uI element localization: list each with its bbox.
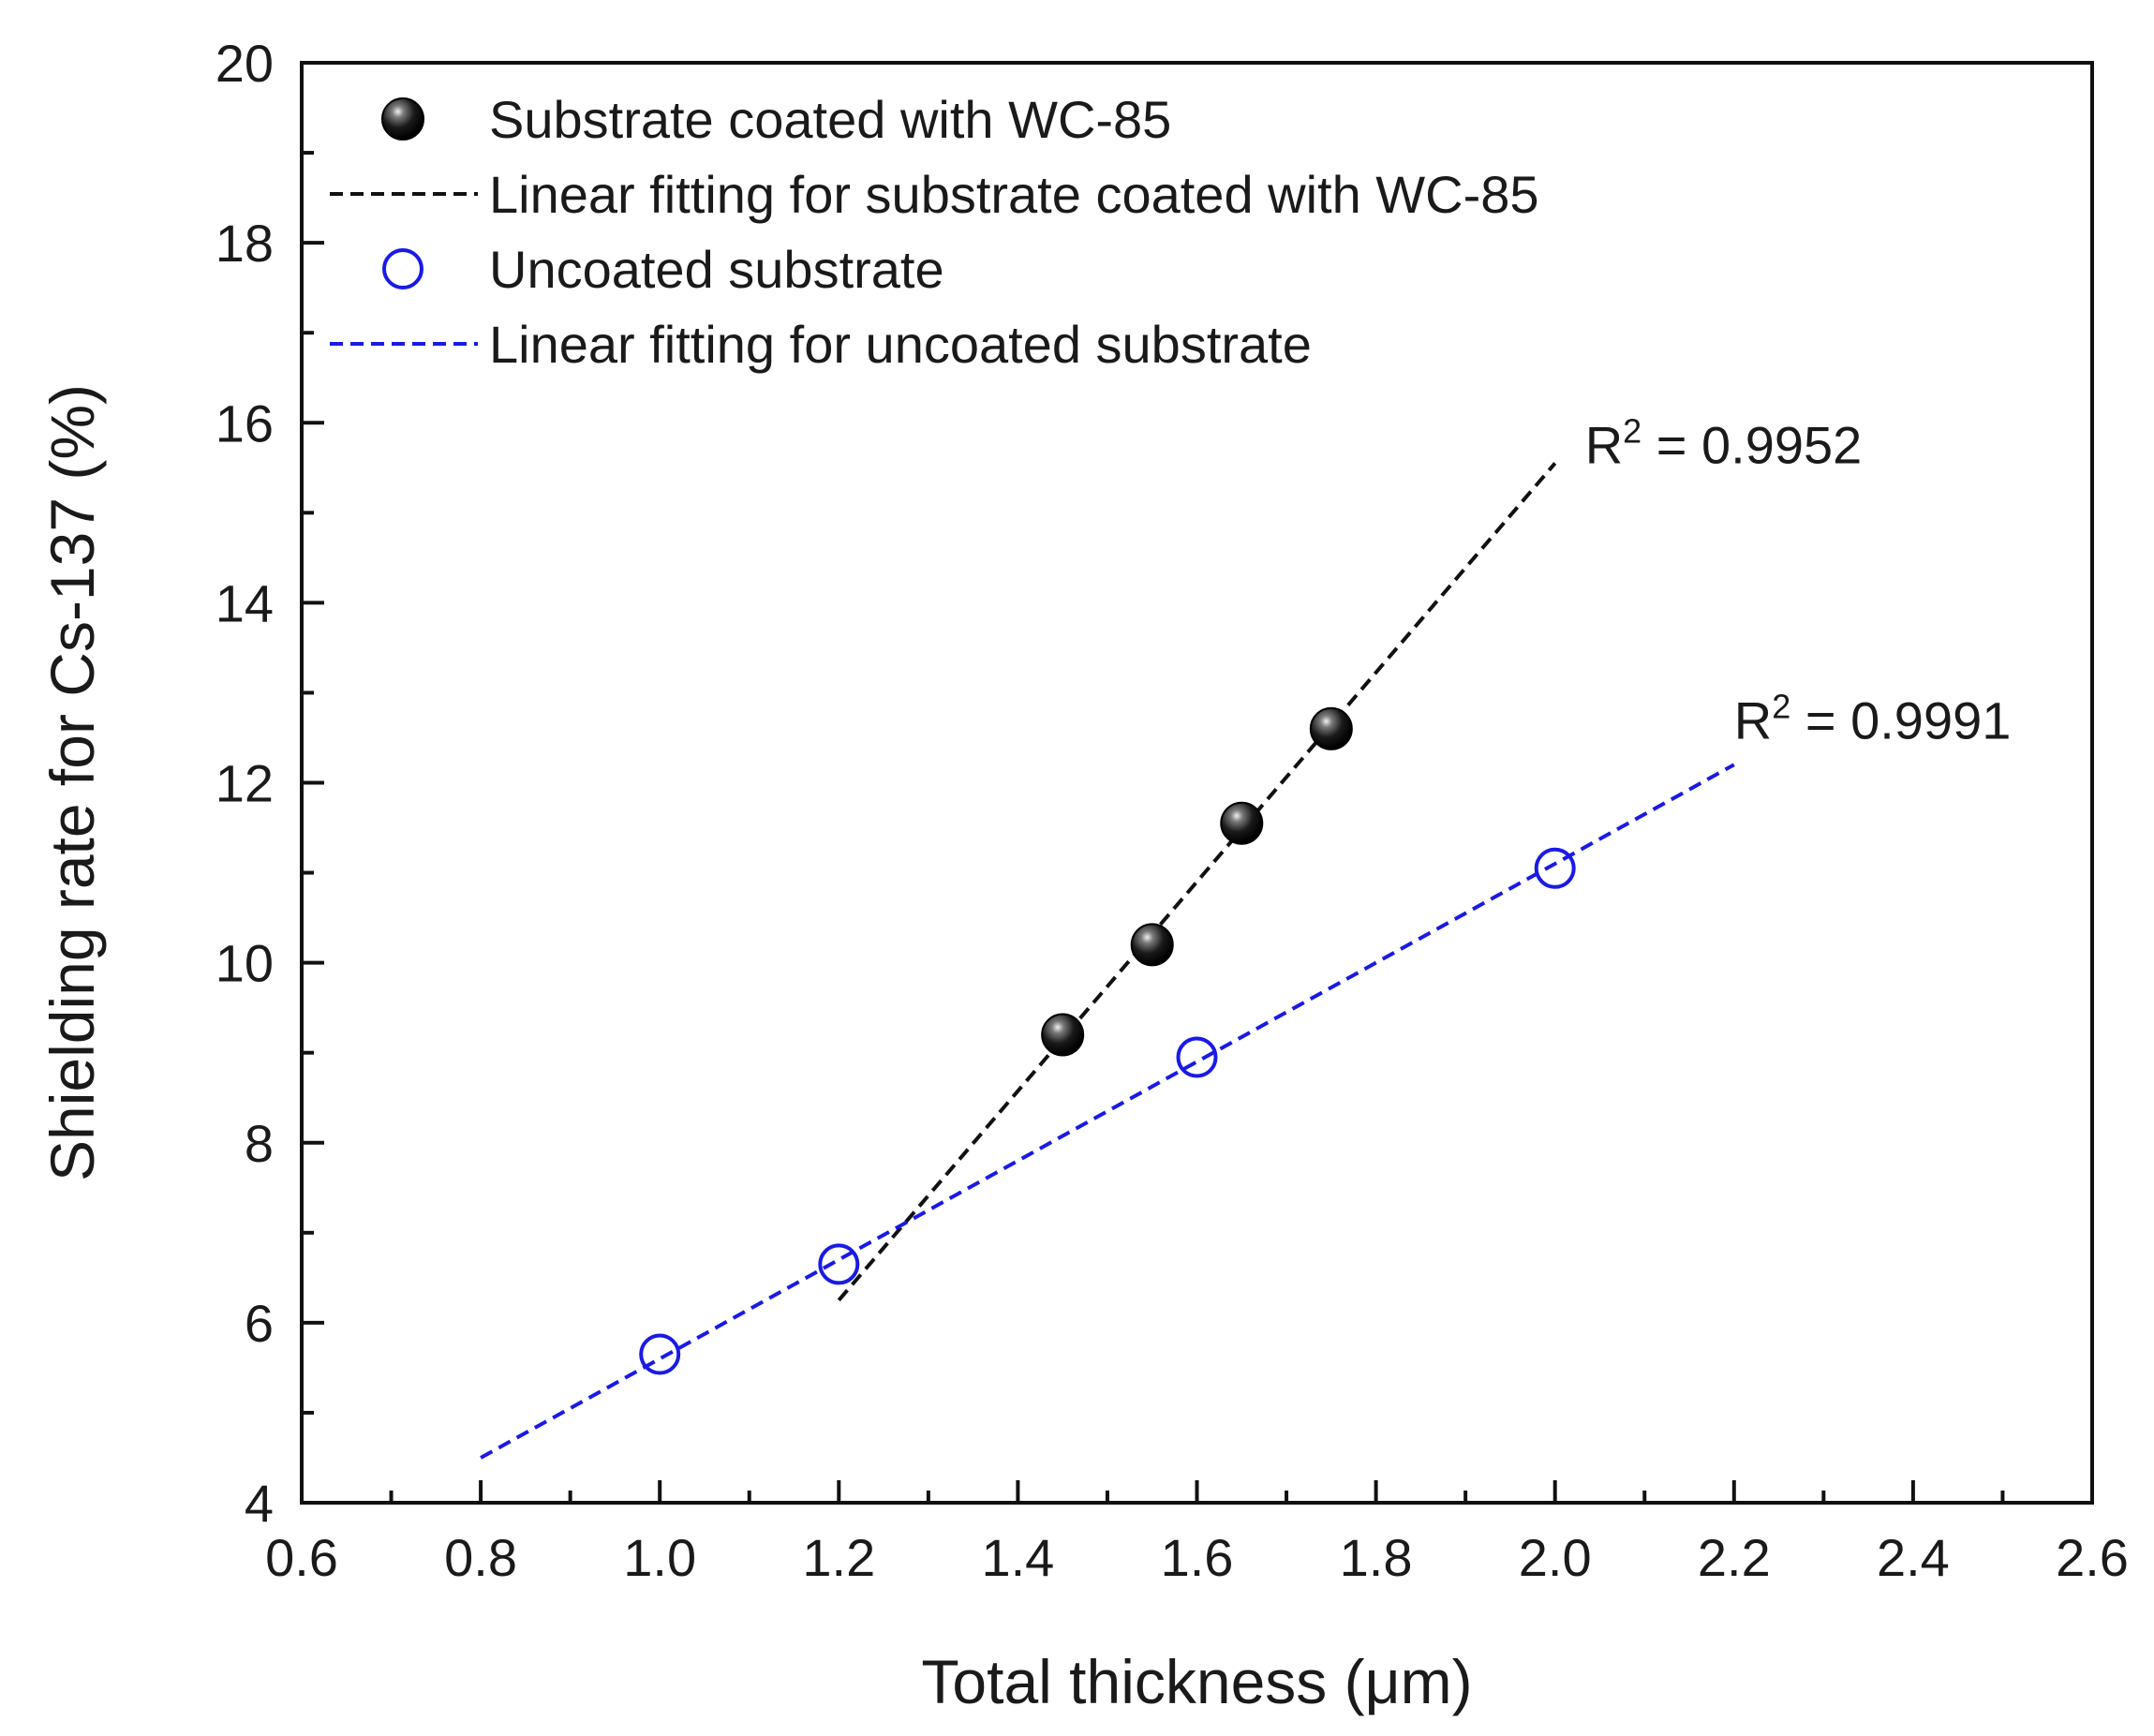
y-tick-label: 4 xyxy=(245,1474,274,1533)
y-tick-label: 6 xyxy=(245,1294,274,1353)
x-tick-label: 1.2 xyxy=(802,1528,875,1587)
x-tick-label: 2.0 xyxy=(1519,1528,1592,1587)
coated-data-point xyxy=(1130,923,1174,967)
x-tick-label: 1.4 xyxy=(981,1528,1054,1587)
coated-data-point xyxy=(1041,1013,1085,1057)
legend-label: Substrate coated with WC-85 xyxy=(489,90,1171,149)
y-tick-label: 20 xyxy=(215,34,274,93)
x-tick-label: 0.6 xyxy=(265,1528,338,1587)
legend: Substrate coated with WC-85 Linear fittin… xyxy=(330,90,1539,374)
x-tick-label: 1.8 xyxy=(1340,1528,1413,1587)
fit-line xyxy=(480,763,1735,1460)
r-squared-label: R2 = 0.9952 xyxy=(1585,411,1863,474)
x-tick-label: 2.4 xyxy=(1877,1528,1950,1587)
y-tick-label: 16 xyxy=(215,393,274,453)
x-tick-label: 1.6 xyxy=(1161,1528,1234,1587)
x-tick-label: 2.6 xyxy=(2056,1528,2129,1587)
uncoated-data-point xyxy=(1176,1036,1218,1078)
legend-label: Uncoated substrate xyxy=(489,240,944,299)
x-axis-title: Total thickness (μm) xyxy=(921,1647,1472,1716)
fit-lines xyxy=(480,462,1735,1460)
x-tick-label: 0.8 xyxy=(444,1528,517,1587)
fit-line xyxy=(837,462,1557,1302)
uncoated-data-point xyxy=(639,1333,681,1375)
uncoated-data-point xyxy=(1534,847,1576,889)
y-tick-label: 10 xyxy=(215,934,274,993)
r-squared-labels: R2 = 0.9952 R2 = 0.9991 xyxy=(1585,411,2012,749)
x-tick-label: 2.2 xyxy=(1698,1528,1771,1587)
legend-swatch-circle xyxy=(382,248,423,289)
y-tick-label: 14 xyxy=(215,573,274,632)
uncoated-data-point xyxy=(818,1243,860,1285)
x-axis-ticks: 0.6 0.8 1.0 1.2 1.4 1.6 1.8 2.0 2.2 2.4 2.6 xyxy=(265,1480,2129,1587)
y-tick-label: 12 xyxy=(215,754,274,813)
y-axis-title: Shielding rate for Cs-137 (%) xyxy=(37,384,107,1181)
x-tick-label: 1.0 xyxy=(623,1528,696,1587)
r-squared-label: R2 = 0.9991 xyxy=(1734,687,2012,749)
data-points xyxy=(639,706,1576,1375)
legend-swatch-sphere xyxy=(381,97,424,141)
coated-data-point xyxy=(1309,706,1353,750)
coated-data-point xyxy=(1220,801,1264,845)
y-axis-ticks: 4 6 8 10 12 14 16 18 20 xyxy=(215,34,324,1533)
legend-label: Linear fitting for uncoated substrate xyxy=(489,315,1312,374)
legend-label: Linear fitting for substrate coated with… xyxy=(489,165,1539,224)
y-tick-label: 18 xyxy=(215,214,274,273)
plot-frame xyxy=(300,61,2094,1505)
y-tick-label: 8 xyxy=(245,1114,274,1173)
